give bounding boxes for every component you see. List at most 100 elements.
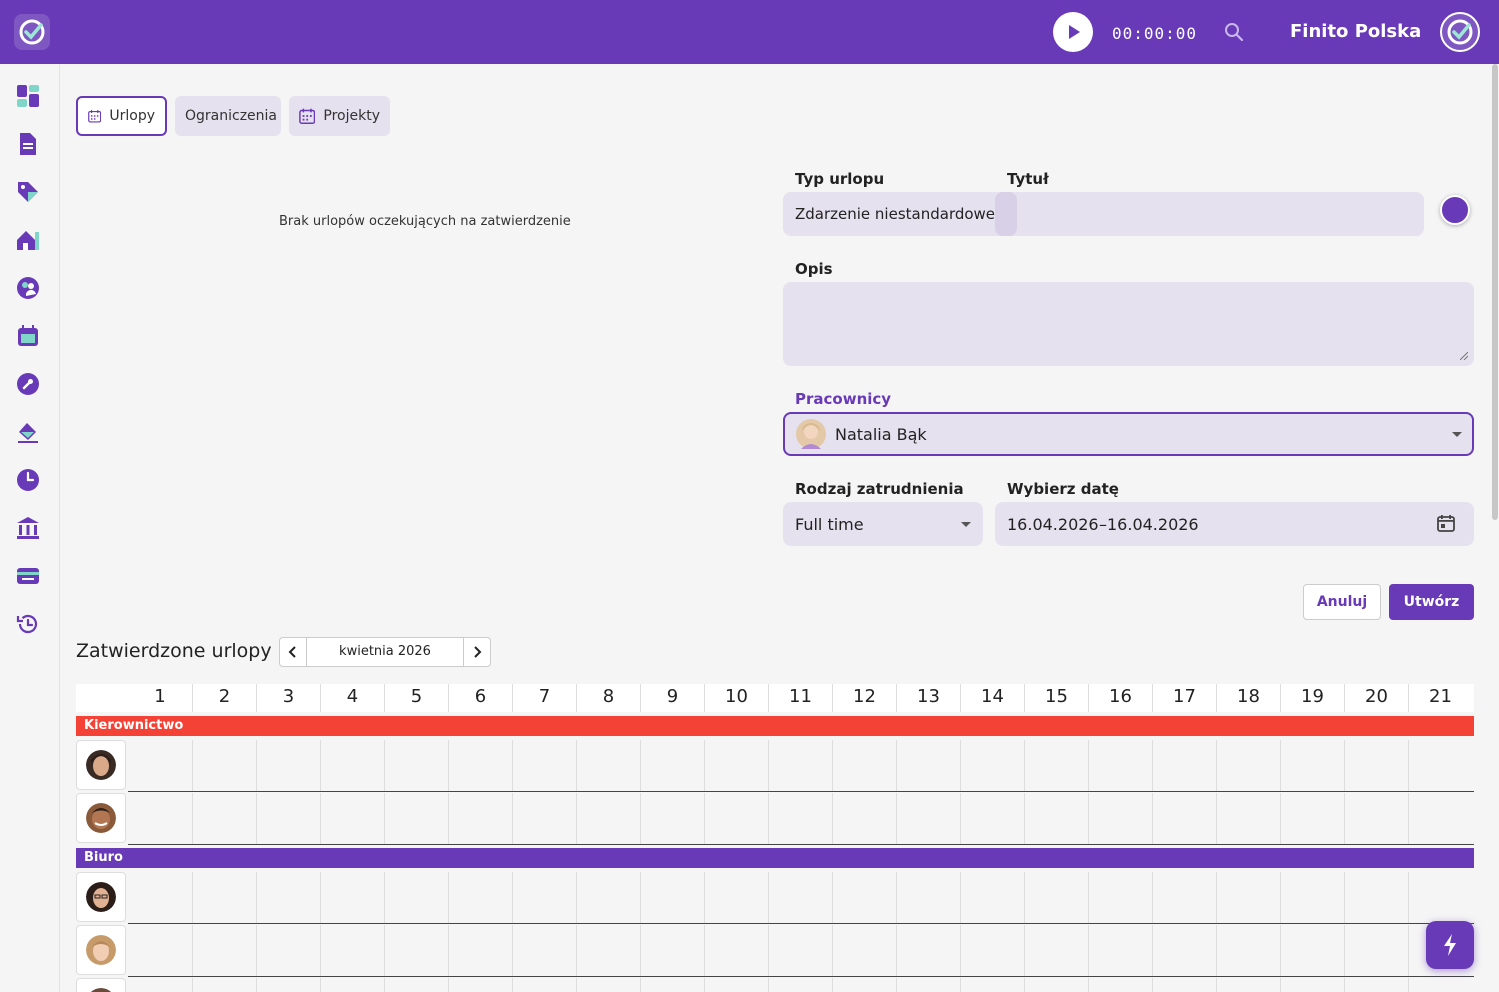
day-cell[interactable]: [1216, 872, 1280, 924]
next-month-button[interactable]: [464, 638, 490, 666]
day-cell[interactable]: [1152, 740, 1216, 792]
card-icon[interactable]: [16, 564, 40, 588]
description-textarea[interactable]: [783, 282, 1474, 366]
search-icon[interactable]: [1224, 22, 1244, 42]
day-cell[interactable]: [1280, 872, 1344, 924]
day-cell[interactable]: [256, 872, 320, 924]
day-cell[interactable]: [320, 872, 384, 924]
day-cell[interactable]: [640, 925, 704, 977]
day-cell[interactable]: [1216, 978, 1280, 992]
day-cell[interactable]: [1280, 925, 1344, 977]
day-cell[interactable]: [640, 872, 704, 924]
tab-ograniczenia[interactable]: Ograniczenia: [175, 96, 281, 136]
team-icon[interactable]: [16, 276, 40, 300]
day-cell[interactable]: [1408, 740, 1472, 792]
bank-icon[interactable]: [16, 516, 40, 540]
title-input[interactable]: [1017, 192, 1424, 236]
day-cell[interactable]: [768, 872, 832, 924]
day-cell[interactable]: [512, 793, 576, 845]
day-cell[interactable]: [128, 978, 192, 992]
resize-handle-icon[interactable]: [1460, 352, 1468, 360]
day-cell[interactable]: [640, 793, 704, 845]
day-cell[interactable]: [896, 872, 960, 924]
employee-avatar[interactable]: [76, 978, 126, 992]
day-cell[interactable]: [192, 872, 256, 924]
day-cell[interactable]: [1408, 793, 1472, 845]
employees-select[interactable]: Natalia Bąk: [783, 412, 1474, 456]
employee-avatar[interactable]: [76, 740, 126, 790]
employee-avatar[interactable]: [76, 793, 126, 843]
page-scrollbar[interactable]: [1492, 64, 1498, 520]
day-cell[interactable]: [448, 740, 512, 792]
day-cell[interactable]: [832, 740, 896, 792]
calendar-icon[interactable]: [16, 324, 40, 348]
day-cell[interactable]: [576, 793, 640, 845]
tab-urlopy[interactable]: Urlopy: [76, 96, 167, 136]
day-cell[interactable]: [768, 793, 832, 845]
day-cell[interactable]: [896, 978, 960, 992]
day-cell[interactable]: [768, 925, 832, 977]
day-cell[interactable]: [1088, 793, 1152, 845]
day-cell[interactable]: [384, 925, 448, 977]
day-cell[interactable]: [320, 978, 384, 992]
date-range-input[interactable]: 16.04.2026 –16.04.2026: [995, 502, 1474, 546]
day-cell[interactable]: [448, 978, 512, 992]
day-cell[interactable]: [960, 872, 1024, 924]
tab-projekty[interactable]: Projekty: [289, 96, 390, 136]
wrench-icon[interactable]: [16, 372, 40, 396]
leave-type-select[interactable]: Zdarzenie niestandardowe: [783, 192, 1017, 236]
day-cell[interactable]: [1152, 925, 1216, 977]
day-cell[interactable]: [1344, 872, 1408, 924]
day-cell[interactable]: [1344, 793, 1408, 845]
day-cell[interactable]: [320, 740, 384, 792]
day-cell[interactable]: [896, 793, 960, 845]
day-cell[interactable]: [448, 925, 512, 977]
day-cell[interactable]: [576, 740, 640, 792]
home-icon[interactable]: [16, 228, 40, 252]
day-cell[interactable]: [832, 872, 896, 924]
day-cell[interactable]: [1216, 793, 1280, 845]
day-cell[interactable]: [128, 793, 192, 845]
day-cell[interactable]: [832, 925, 896, 977]
day-cell[interactable]: [960, 793, 1024, 845]
day-cell[interactable]: [1216, 740, 1280, 792]
day-cell[interactable]: [1088, 740, 1152, 792]
color-picker-button[interactable]: [1440, 195, 1470, 225]
day-cell[interactable]: [1280, 978, 1344, 992]
day-cell[interactable]: [320, 925, 384, 977]
day-cell[interactable]: [1088, 925, 1152, 977]
day-cell[interactable]: [384, 978, 448, 992]
day-cell[interactable]: [832, 978, 896, 992]
day-cell[interactable]: [512, 978, 576, 992]
day-cell[interactable]: [1408, 872, 1472, 924]
employment-select[interactable]: Full time: [783, 502, 983, 546]
day-cell[interactable]: [1216, 925, 1280, 977]
prev-month-button[interactable]: [280, 638, 306, 666]
day-cell[interactable]: [256, 978, 320, 992]
day-cell[interactable]: [832, 793, 896, 845]
day-cell[interactable]: [704, 740, 768, 792]
day-cell[interactable]: [1280, 740, 1344, 792]
day-cell[interactable]: [896, 925, 960, 977]
day-cell[interactable]: [256, 925, 320, 977]
day-cell[interactable]: [960, 740, 1024, 792]
day-cell[interactable]: [448, 793, 512, 845]
cancel-button[interactable]: Anuluj: [1303, 584, 1381, 620]
day-cell[interactable]: [1344, 925, 1408, 977]
day-cell[interactable]: [640, 978, 704, 992]
calendar-icon[interactable]: [1437, 514, 1455, 532]
day-cell[interactable]: [960, 978, 1024, 992]
document-icon[interactable]: [16, 132, 40, 156]
app-logo-icon[interactable]: [14, 14, 50, 50]
day-cell[interactable]: [960, 925, 1024, 977]
tag-icon[interactable]: [16, 180, 40, 204]
day-cell[interactable]: [448, 872, 512, 924]
day-cell[interactable]: [128, 740, 192, 792]
day-cell[interactable]: [640, 740, 704, 792]
create-button[interactable]: Utwórz: [1389, 584, 1474, 620]
day-cell[interactable]: [512, 872, 576, 924]
quick-action-button[interactable]: [1426, 921, 1474, 969]
day-cell[interactable]: [384, 740, 448, 792]
dashboard-icon[interactable]: [16, 84, 40, 108]
day-cell[interactable]: [384, 793, 448, 845]
